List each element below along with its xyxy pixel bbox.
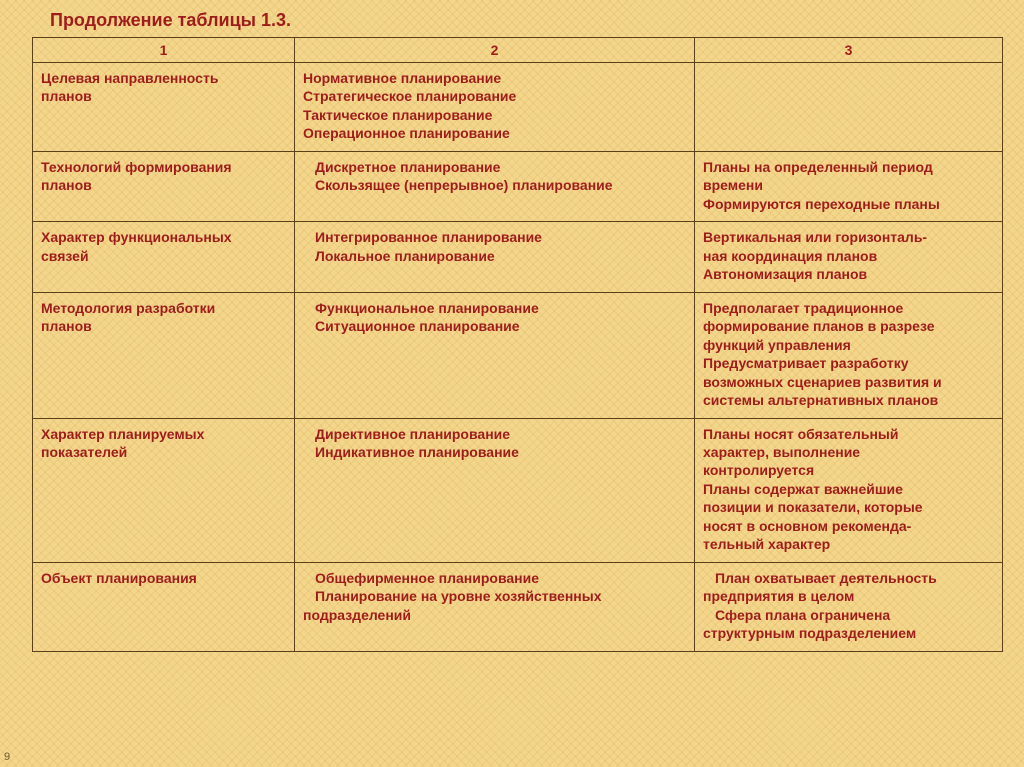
cell-line: Стратегическое планирование (303, 87, 686, 105)
table-row: Объект планирования Общефирменное планиро… (33, 562, 1003, 651)
cell-line: Сфера плана ограничена (703, 606, 994, 624)
description-cell: Предполагает традиционноеформирование пл… (695, 292, 1003, 418)
cell-line: Интегрированное планирование (303, 228, 686, 246)
cell-line: связей (41, 247, 286, 265)
cell-line: Общефирменное планирование (303, 569, 686, 587)
cell-line: Объект планирования (41, 569, 286, 587)
cell-line: Тактическое планирование (303, 106, 686, 124)
cell-line: Ситуационное планирование (303, 317, 686, 335)
cell-line: подразделений (303, 606, 686, 624)
types-cell: Директивное планированиеИндикативное пла… (295, 418, 695, 562)
description-cell: Вертикальная или горизонталь-ная координ… (695, 222, 1003, 292)
criterion-cell: Методология разработкипланов (33, 292, 295, 418)
cell-line: Методология разработки (41, 299, 286, 317)
cell-line: тельный характер (703, 535, 994, 553)
cell-line: Целевая направленность (41, 69, 286, 87)
cell-line: Директивное планирование (303, 425, 686, 443)
cell-line: показателей (41, 443, 286, 461)
cell-line: Автономизация планов (703, 265, 994, 283)
description-cell: Планы носят обязательныйхарактер, выполн… (695, 418, 1003, 562)
description-cell: Планы на определенный периодвремениФорми… (695, 151, 1003, 221)
cell-line: Предусматривает разработку (703, 354, 994, 372)
cell-line: предприятия в целом (703, 587, 994, 605)
cell-line: носят в основном рекоменда- (703, 517, 994, 535)
col-header-1: 1 (33, 38, 295, 63)
cell-line: Операционное планирование (303, 124, 686, 142)
cell-line: Предполагает традиционное (703, 299, 994, 317)
types-cell: Интегрированное планированиеЛокальное пл… (295, 222, 695, 292)
planning-classification-table: 1 2 3 Целевая направленностьплановНормат… (32, 37, 1003, 652)
table-row: Методология разработкиплановФункциональн… (33, 292, 1003, 418)
cell-line: План охватывает деятельность (703, 569, 994, 587)
table-continuation-title: Продолжение таблицы 1.3. (50, 10, 1010, 31)
criterion-cell: Характер планируемыхпоказателей (33, 418, 295, 562)
col-header-3: 3 (695, 38, 1003, 63)
cell-line: планов (41, 317, 286, 335)
criterion-cell: Целевая направленностьпланов (33, 63, 295, 152)
cell-line: характер, выполнение (703, 443, 994, 461)
table-header-row: 1 2 3 (33, 38, 1003, 63)
col-header-2: 2 (295, 38, 695, 63)
cell-line: функций управления (703, 336, 994, 354)
cell-line: позиции и показатели, которые (703, 498, 994, 516)
types-cell: Общефирменное планированиеПланирование н… (295, 562, 695, 651)
cell-line: Нормативное планирование (303, 69, 686, 87)
types-cell: Дискретное планированиеСкользящее (непре… (295, 151, 695, 221)
table-row: Технологий формированияплановДискретное … (33, 151, 1003, 221)
cell-line: Дискретное планирование (303, 158, 686, 176)
cell-line: времени (703, 176, 994, 194)
cell-line: контролируется (703, 461, 994, 479)
cell-line: системы альтернативных планов (703, 391, 994, 409)
cell-line: Планы содержат важнейшие (703, 480, 994, 498)
cell-line: Формируются переходные планы (703, 195, 994, 213)
table-row: Целевая направленностьплановНормативное … (33, 63, 1003, 152)
page-number: 9 (4, 751, 10, 763)
cell-line: Планы на определенный период (703, 158, 994, 176)
criterion-cell: Объект планирования (33, 562, 295, 651)
types-cell: Нормативное планированиеСтратегическое п… (295, 63, 695, 152)
cell-line: Вертикальная или горизонталь- (703, 228, 994, 246)
table-row: Характер функциональныхсвязейИнтегрирова… (33, 222, 1003, 292)
cell-line: Характер функциональных (41, 228, 286, 246)
cell-line: Характер планируемых (41, 425, 286, 443)
cell-line: возможных сценариев развития и (703, 373, 994, 391)
cell-line: Локальное планирование (303, 247, 686, 265)
table-row: Характер планируемыхпоказателейДирективн… (33, 418, 1003, 562)
cell-line: ная координация планов (703, 247, 994, 265)
criterion-cell: Технологий формированияпланов (33, 151, 295, 221)
cell-line: структурным подразделением (703, 624, 994, 642)
cell-line: формирование планов в разрезе (703, 317, 994, 335)
cell-line: Технологий формирования (41, 158, 286, 176)
cell-line: Планы носят обязательный (703, 425, 994, 443)
cell-line: планов (41, 176, 286, 194)
cell-line: Скользящее (непрерывное) планирование (303, 176, 686, 194)
cell-line: Функциональное планирование (303, 299, 686, 317)
description-cell: План охватывает деятельностьпредприятия … (695, 562, 1003, 651)
cell-line: Индикативное планирование (303, 443, 686, 461)
cell-line: Планирование на уровне хозяйственных (303, 587, 686, 605)
cell-line: планов (41, 87, 286, 105)
types-cell: Функциональное планированиеСитуационное … (295, 292, 695, 418)
criterion-cell: Характер функциональныхсвязей (33, 222, 295, 292)
description-cell (695, 63, 1003, 152)
